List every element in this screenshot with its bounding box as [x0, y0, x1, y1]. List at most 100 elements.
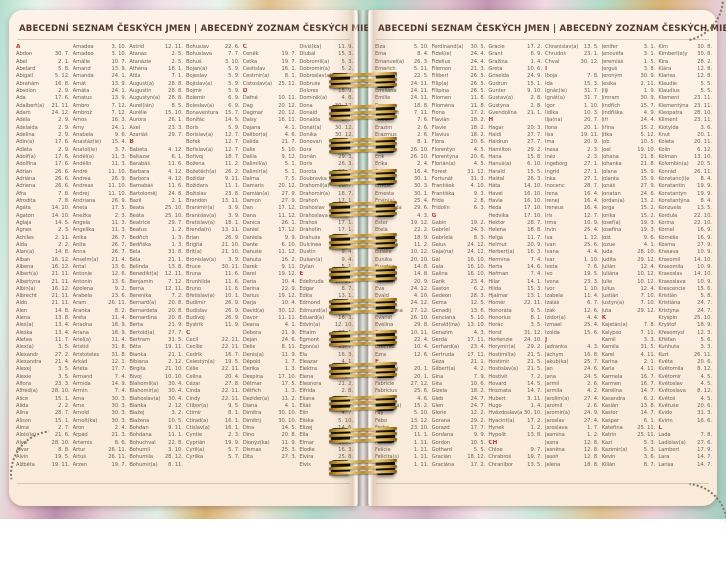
- name-label: Eleonora: [299, 381, 321, 388]
- name-entry: Hostislav(a)21. 5.: [488, 366, 542, 373]
- name-label: Ilja(na): [545, 117, 562, 124]
- name-label: Hypolit: [488, 432, 506, 439]
- nameday-date: 27. 6.: [695, 440, 712, 447]
- nameday-date: 24. 6.: [582, 366, 599, 373]
- nameday-date: 30. 12.: [579, 59, 599, 66]
- name-label: Kvirin: [658, 418, 672, 425]
- nameday-date: 4. 12.: [166, 169, 183, 176]
- nameday-date: 27. 7.: [525, 132, 542, 139]
- name-label: Karina: [602, 359, 618, 366]
- nameday-date: 19. 3.: [639, 220, 656, 227]
- nameday-date: 29. 7.: [166, 220, 183, 227]
- nameday-date: 7. 8.: [56, 191, 70, 198]
- name-label: Jana: [545, 374, 556, 381]
- nameday-date: 26. 5.: [468, 81, 485, 88]
- nameday-date: 27. 12.: [409, 308, 429, 315]
- name-label: Hamilton: [488, 147, 511, 154]
- name-label: Heřman: [488, 271, 508, 278]
- name-entry: Denis(a)11. 9.: [243, 352, 297, 359]
- nameday-date: 14. 7.: [695, 454, 712, 461]
- nameday-date: 1. 2.: [528, 425, 542, 432]
- nameday-date: 14. 7.: [525, 388, 542, 395]
- nameday-date: 13. 6.: [109, 264, 126, 271]
- name-label: Aneta: [73, 205, 88, 212]
- name-label: Dobroslav(a): [299, 73, 331, 80]
- nameday-date: 11. 1.: [412, 432, 429, 439]
- nameday-date: 4. 5.: [698, 396, 712, 403]
- name-label: Cecil: [186, 337, 198, 344]
- spiral-binding: [331, 72, 395, 476]
- name-label: Jimram: [602, 95, 620, 102]
- name-label: Izmael: [545, 322, 562, 329]
- name-label: Axel: [129, 125, 140, 132]
- name-entry: Dalimír(a)5. 1.: [243, 169, 297, 176]
- name-label: Hektor: [488, 220, 505, 227]
- nameday-date: 2. 9.: [56, 88, 70, 95]
- name-label: Jolana: [602, 169, 617, 176]
- nameday-date: 18. 2.: [468, 388, 485, 395]
- name-label: Ámos: [73, 117, 87, 124]
- name-label: Ivo: [545, 271, 552, 278]
- name-label: Bruna: [186, 271, 201, 278]
- nameday-date: 20. 8.: [166, 315, 183, 322]
- name-entry: Bertold(a)27. 7.: [129, 330, 183, 337]
- nameday-date: 10. 4.: [280, 300, 297, 307]
- name-label: Bruce: [186, 264, 201, 271]
- nameday-date: 17. 2.: [525, 44, 542, 51]
- name-label: Eliáš: [299, 403, 311, 410]
- nameday-date: 21. 5.: [525, 352, 542, 359]
- nameday-date: 30. 4.: [166, 381, 183, 388]
- nameday-date: 24. 9.: [582, 410, 599, 417]
- binding-coil: [331, 169, 395, 186]
- nameday-date: 28. 10.: [635, 249, 655, 256]
- letter-header: I: [545, 66, 599, 73]
- nameday-date: 9. 6.: [642, 235, 656, 242]
- nameday-date: 4. 4.: [585, 315, 599, 322]
- nameday-date: 15. 2.: [639, 205, 656, 212]
- name-label: Iris: [545, 213, 552, 220]
- nameday-date: 2. 9.: [56, 147, 70, 154]
- nameday-date: 22. 8.: [166, 440, 183, 447]
- name-label: Antonín: [73, 279, 92, 286]
- nameday-date: 12. 11.: [163, 271, 183, 278]
- name-entry: Anděl(a)11. 3.: [73, 154, 127, 161]
- name-label: Aldo: [16, 300, 27, 307]
- name-label: Damián(a): [243, 191, 269, 198]
- name-label: Krasoslava: [658, 279, 685, 286]
- nameday-date: 27. 1.: [582, 161, 599, 168]
- name-label: Gertruda: [432, 352, 454, 359]
- nameday-date: 6. 1.: [642, 418, 656, 425]
- name-label: Gerazim: [432, 330, 453, 337]
- name-label: Dolores: [299, 88, 318, 95]
- name-label: Branislav(a): [186, 213, 216, 220]
- nameday-date: 3. 9.: [226, 205, 240, 212]
- nameday-date: 14. 10.: [50, 205, 70, 212]
- name-label: Kryštof: [658, 322, 676, 329]
- name-label: Adolfína: [16, 161, 36, 168]
- name-label: Dušan(a): [299, 257, 322, 264]
